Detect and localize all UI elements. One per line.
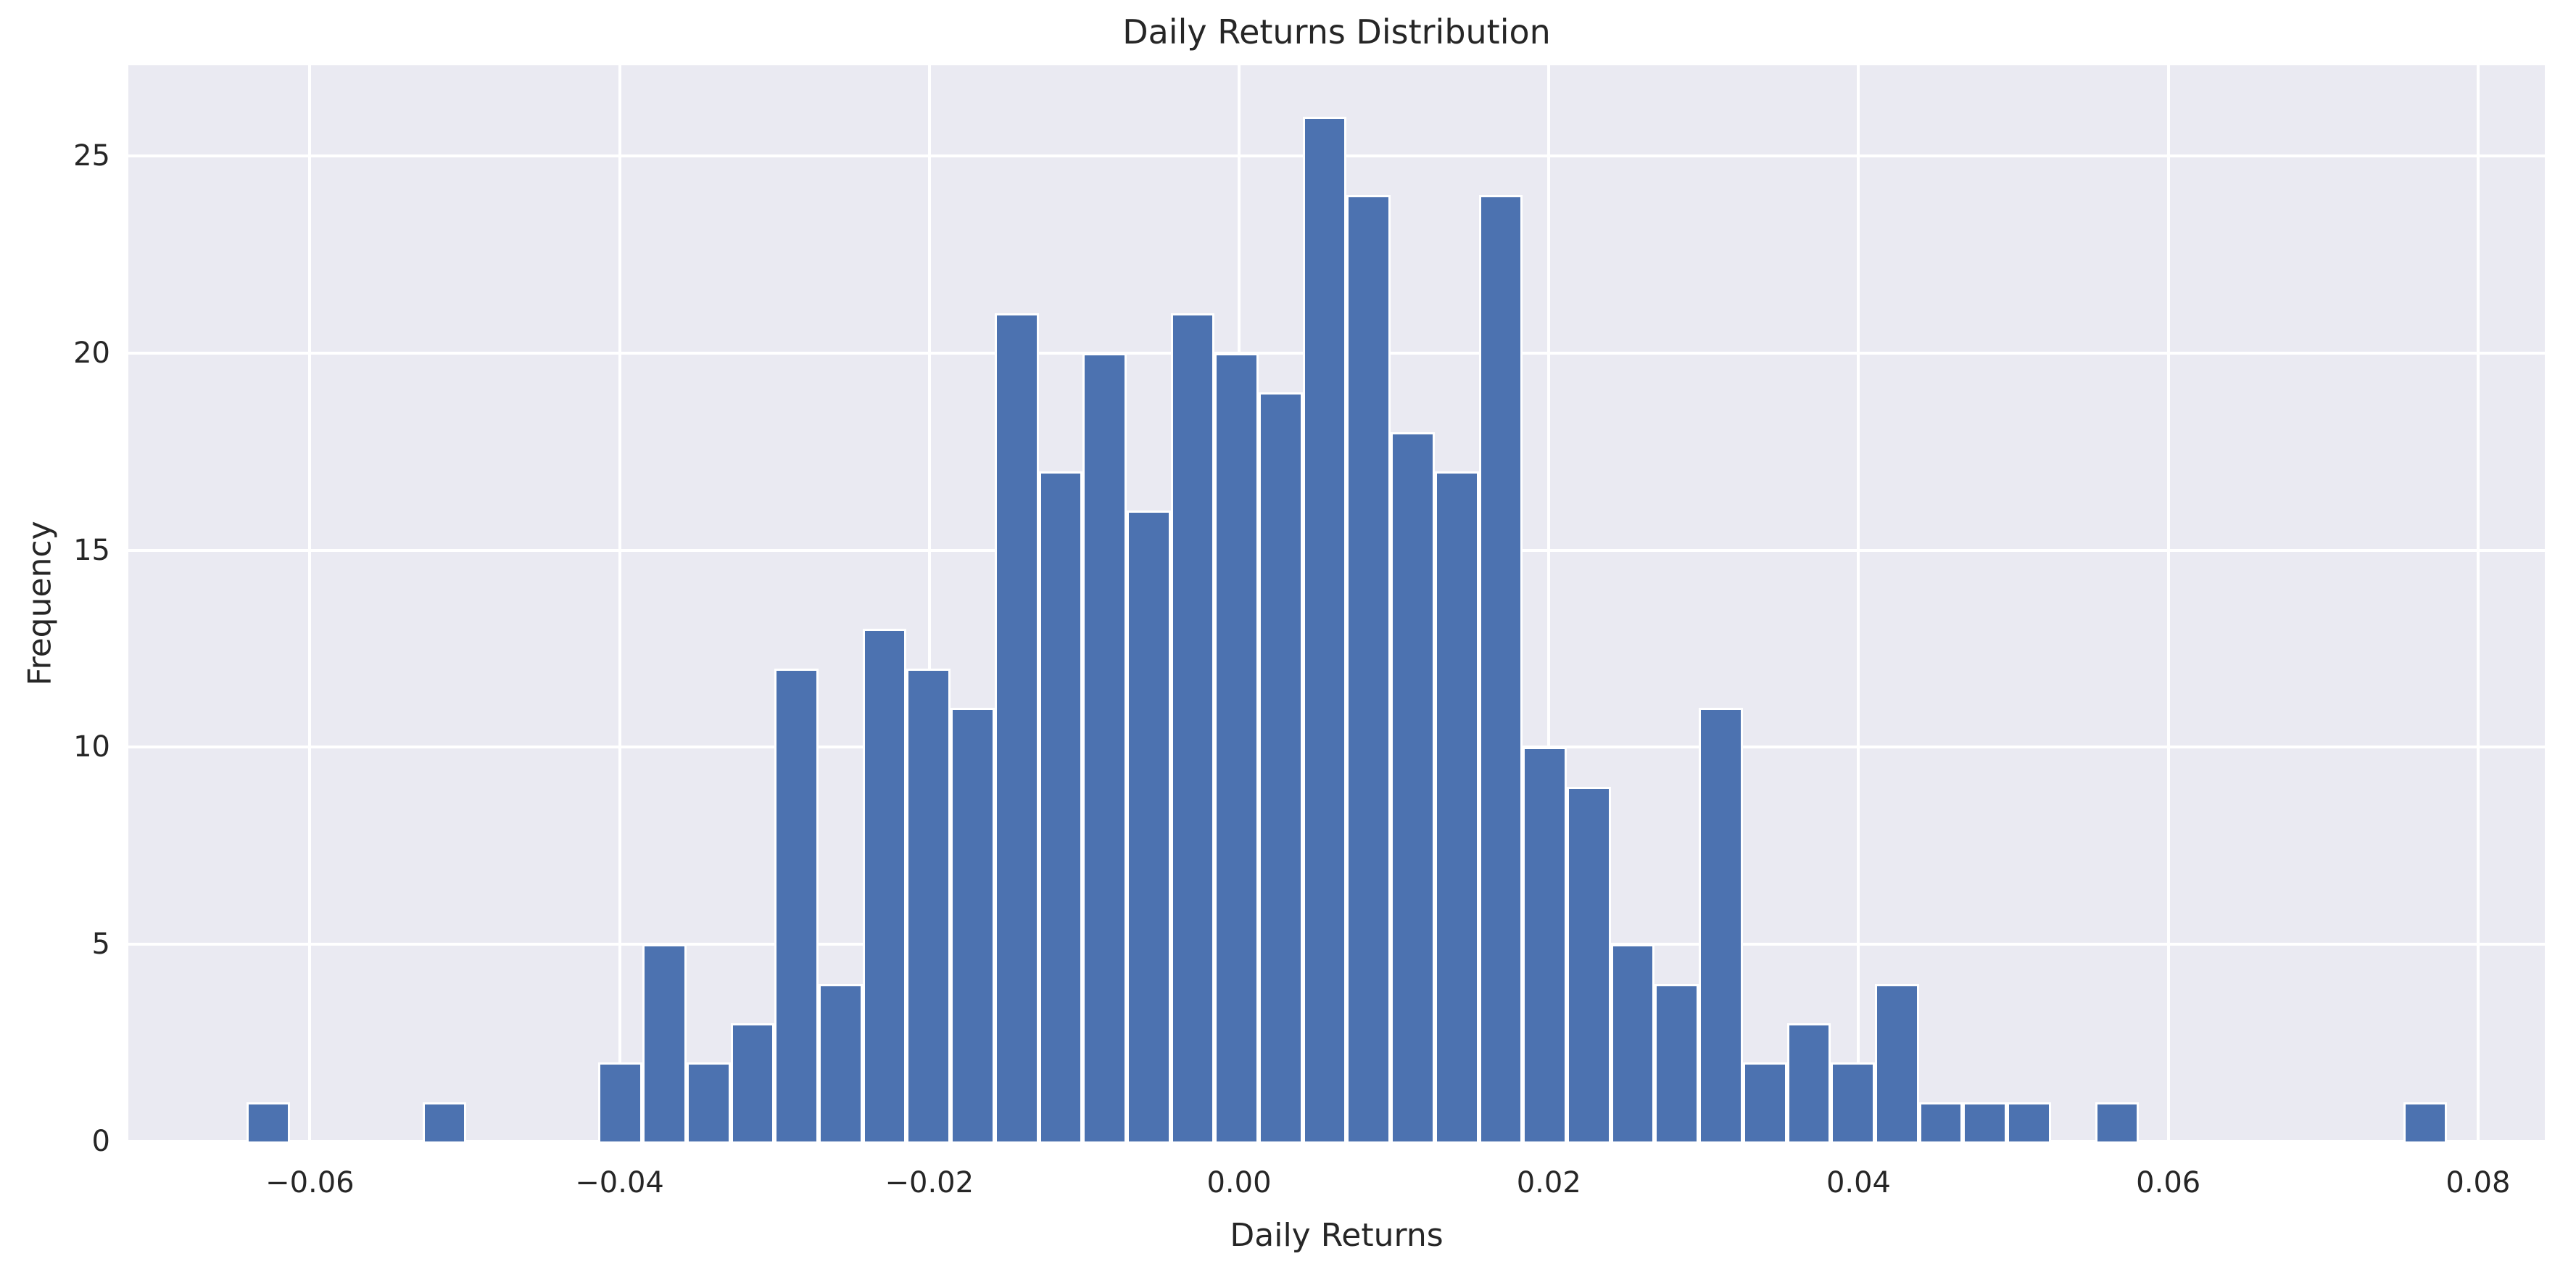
chart-title: Daily Returns Distribution: [1122, 12, 1551, 51]
histogram-bar: [774, 668, 819, 1141]
histogram-bar: [951, 708, 995, 1141]
histogram-bar: [1567, 786, 1611, 1141]
x-tick-label: −0.04: [575, 1166, 664, 1199]
histogram-bar: [1874, 983, 1919, 1141]
x-gridline: [618, 65, 621, 1141]
x-tick-label: −0.02: [885, 1166, 974, 1199]
plot-area: [128, 65, 2545, 1143]
histogram-bar: [642, 944, 687, 1141]
x-tick-label: −0.06: [265, 1166, 355, 1199]
histogram-bar: [686, 1062, 731, 1141]
histogram-bar: [1699, 708, 1743, 1141]
histogram-bar: [1038, 471, 1083, 1141]
histogram-bar: [598, 1062, 643, 1141]
histogram-bar: [2403, 1102, 2448, 1141]
histogram-bar: [1478, 195, 1523, 1141]
histogram-bar: [1126, 511, 1171, 1141]
histogram-bar: [1302, 116, 1347, 1141]
x-gridline: [308, 65, 312, 1141]
x-axis-label: Daily Returns: [1230, 1217, 1444, 1254]
histogram-bar: [1918, 1102, 1963, 1141]
histogram-bar: [818, 983, 863, 1141]
x-gridline: [2166, 65, 2170, 1141]
histogram-bar: [1170, 313, 1215, 1141]
x-tick-label: 0.00: [1206, 1166, 1272, 1199]
histogram-bar: [994, 313, 1039, 1141]
histogram-bar: [1831, 1062, 1875, 1141]
y-tick-label: 5: [91, 928, 110, 962]
histogram-bar: [2007, 1102, 2051, 1141]
histogram-bar: [862, 629, 907, 1141]
y-tick-label: 20: [73, 336, 110, 370]
x-gridline: [1857, 65, 1860, 1141]
histogram-bar: [1742, 1062, 1787, 1141]
x-gridline: [1547, 65, 1551, 1141]
histogram-bar: [1786, 1023, 1831, 1141]
x-tick-label: 0.04: [1826, 1166, 1891, 1199]
histogram-bar: [1434, 471, 1479, 1141]
histogram-bar: [246, 1102, 291, 1141]
histogram-bar: [1391, 431, 1435, 1141]
x-gridline: [2476, 65, 2480, 1141]
y-tick-label: 10: [73, 730, 110, 764]
histogram-bar: [1654, 983, 1699, 1141]
histogram-bar: [1214, 352, 1259, 1141]
histogram-bar: [730, 1023, 775, 1141]
y-tick-label: 25: [73, 139, 110, 173]
y-tick-label: 15: [73, 533, 110, 567]
histogram-bar: [1610, 944, 1655, 1141]
histogram-bar: [1259, 392, 1303, 1141]
x-gridline: [927, 65, 931, 1141]
x-tick-label: 0.06: [2136, 1166, 2201, 1199]
x-tick-label: 0.08: [2445, 1166, 2511, 1199]
y-tick-label: 0: [91, 1125, 110, 1158]
histogram-bar: [1082, 352, 1127, 1141]
histogram-bar: [1523, 747, 1567, 1141]
x-tick-label: 0.02: [1516, 1166, 1581, 1199]
histogram-bar: [1963, 1102, 2008, 1141]
histogram-bar: [906, 668, 951, 1141]
y-gridline: [128, 1140, 2545, 1143]
histogram-bar: [2095, 1102, 2140, 1141]
histogram-bar: [422, 1102, 467, 1141]
histogram-bar: [1346, 195, 1391, 1141]
